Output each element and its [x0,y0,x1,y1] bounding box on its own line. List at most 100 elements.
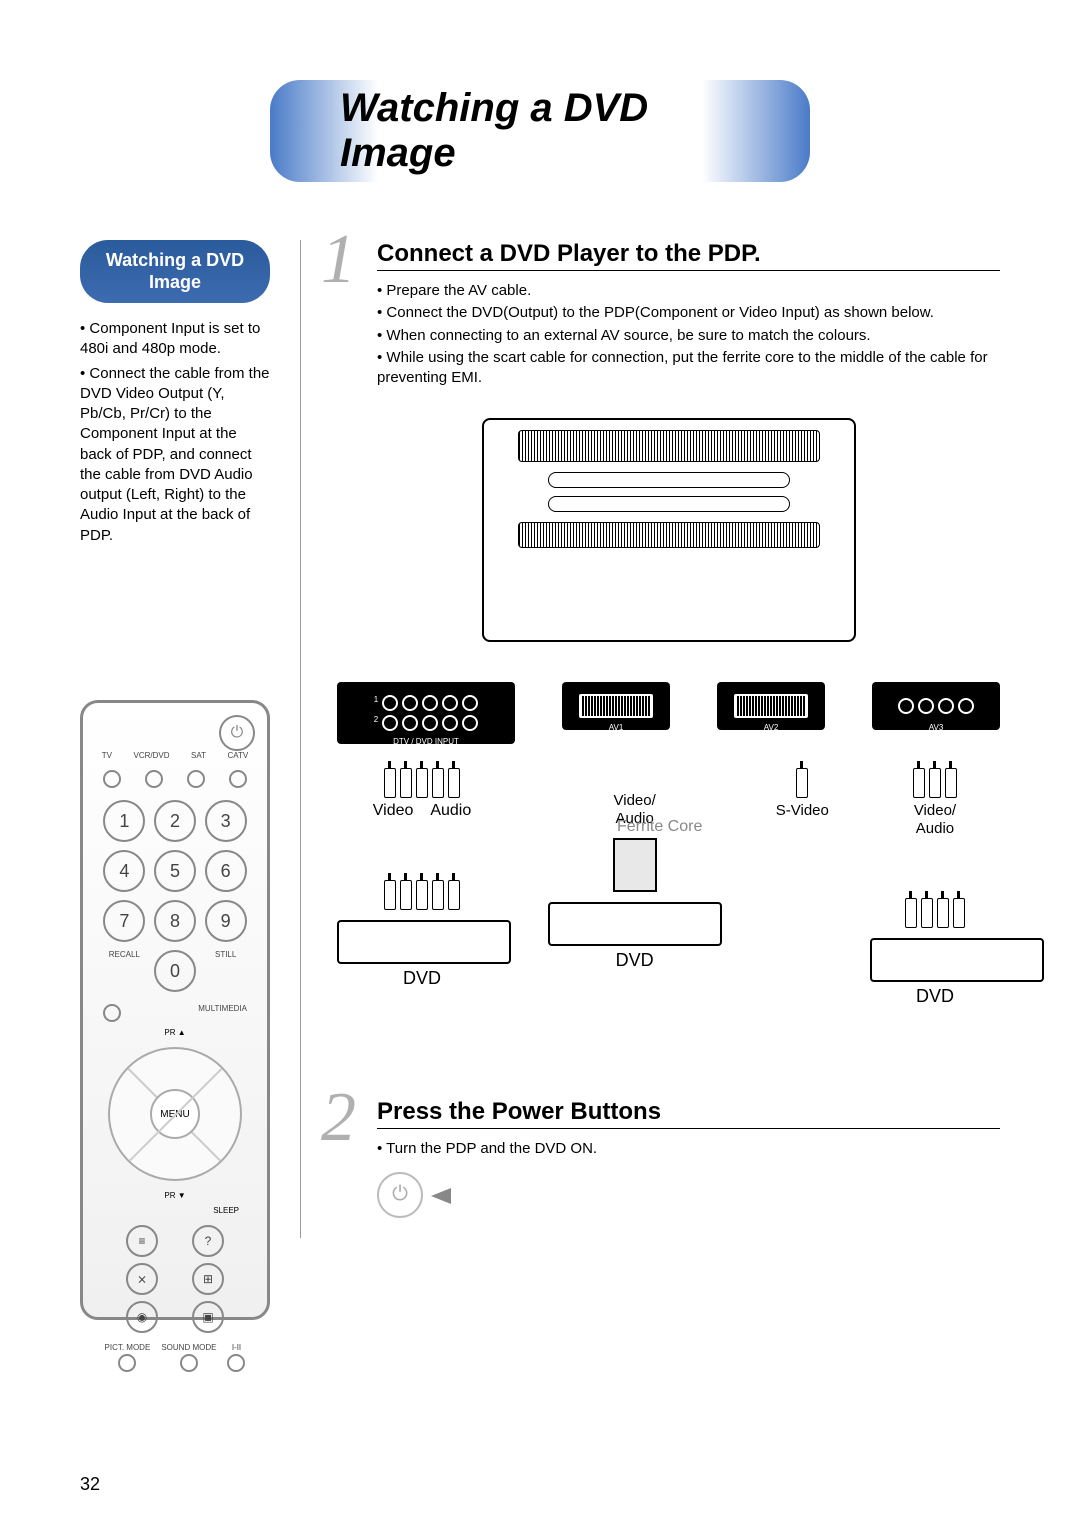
func-button[interactable]: ▣ [192,1301,224,1333]
sidebar-bullet: • Connect the cable from the DVD Video O… [80,364,270,546]
key-8[interactable]: 8 [154,900,196,942]
pict-mode-button[interactable] [118,1354,136,1372]
sleep-label: SLEEP [91,1206,259,1215]
dvd-player [337,920,511,964]
dvd-label: DVD [535,950,735,971]
pr-up-label: PR ▲ [91,1028,259,1037]
cable-group-component: Video Audio DVD [337,764,507,1007]
dvd-label: DVD [870,986,1000,1007]
panel-label: DTV / DVD INPUT [337,737,515,746]
recall-button[interactable] [103,1004,121,1022]
key-7[interactable]: 7 [103,900,145,942]
still-label: STILL [204,950,247,992]
scart-port [734,694,808,718]
sidebar-text: • Component Input is set to 480i and 480… [80,319,270,546]
step-heading: Press the Power Buttons [377,1098,1000,1129]
cable-label: Audio [430,802,471,819]
pict-mode-label: PICT. MODE [105,1343,151,1352]
step-heading: Connect a DVD Player to the PDP. [377,240,1000,271]
function-grid: ≡ ? ⨯ ⊞ ◉ ▣ [119,1225,231,1333]
connection-diagram: 1 2 DTV / DVD INPUT AV1 AV2 AV3 Video Au… [337,418,1000,1038]
key-9[interactable]: 9 [205,900,247,942]
func-button[interactable]: ? [192,1225,224,1257]
cable-group-av3: Video/ Audio DVD [870,764,1000,1007]
sound-mode-button[interactable] [180,1354,198,1372]
key-3[interactable]: 3 [205,800,247,842]
remote-control: ⏻ TV VCR/DVD SAT CATV 1 2 3 4 5 6 7 8 9 … [80,700,270,1320]
step-bullet: • Turn the PDP and the DVD ON. [377,1139,1000,1159]
i-ii-button[interactable] [227,1354,245,1372]
cable-row: Video Audio DVD Video/ Audio DVD S-Video… [337,764,1000,1007]
key-1[interactable]: 1 [103,800,145,842]
step-bullet: • While using the scart cable for connec… [377,348,1000,389]
mode-button[interactable] [229,770,247,788]
mode-button[interactable] [145,770,163,788]
mode-label: CATV [227,751,248,760]
key-4[interactable]: 4 [103,850,145,892]
pr-down-label: PR ▼ [91,1191,259,1200]
step-body: • Turn the PDP and the DVD ON. [377,1139,1000,1159]
cable-label: Video/ Audio [870,802,1000,838]
component-input-panel: 1 2 DTV / DVD INPUT [337,682,515,744]
recall-label: RECALL [103,950,146,992]
panel-label: AV2 [717,723,825,732]
pdp-grille [518,522,820,548]
ferrite-core-label: Ferrite Core [617,818,702,836]
multimedia-label: MULTIMEDIA [121,1004,247,1022]
step-2: 2 Press the Power Buttons • Turn the PDP… [327,1098,1000,1217]
row-label: 1 [374,695,378,711]
key-2[interactable]: 2 [154,800,196,842]
func-button[interactable]: ◉ [126,1301,158,1333]
row-label: 2 [374,715,378,731]
sidebar: Watching a DVD Image • Component Input i… [80,240,270,550]
mode-label: TV [102,751,112,760]
mode-label: VCR/DVD [133,751,169,760]
i-ii-label: I-II [227,1343,245,1352]
page-title: Watching a DVD Image [270,80,810,182]
pdp-grille [518,430,820,462]
mode-row [91,770,259,788]
step-number: 1 [321,220,356,300]
cable-group-svideo: S-Video [762,764,842,1007]
sidebar-pill: Watching a DVD Image [80,240,270,303]
sidebar-bullet: • Component Input is set to 480i and 480… [80,319,270,360]
page-number: 32 [80,1474,100,1495]
av2-panel: AV2 [717,682,825,730]
pdp-rear-panel [482,418,856,642]
step-1: 1 Connect a DVD Player to the PDP. • Pre… [327,240,1000,388]
mode-button[interactable] [187,770,205,788]
av1-panel: AV1 [562,682,670,730]
cable-label: S-Video [762,802,842,820]
dvd-player [870,938,1044,982]
step-bullet: • Connect the DVD(Output) to the PDP(Com… [377,303,1000,323]
panel-label: AV3 [872,723,1000,732]
dvd-player [548,902,722,946]
func-button[interactable]: ≡ [126,1225,158,1257]
mode-button[interactable] [103,770,121,788]
func-button[interactable]: ⨯ [126,1263,158,1295]
mode-label: SAT [191,751,206,760]
key-0[interactable]: 0 [154,950,196,992]
power-button[interactable]: ⏻ [219,715,255,751]
pdp-slot [548,472,790,488]
scart-cable [613,838,657,892]
step-bullet: • Prepare the AV cable. [377,281,1000,301]
menu-button[interactable]: MENU [150,1089,200,1139]
key-5[interactable]: 5 [154,850,196,892]
step-number: 2 [321,1078,356,1158]
func-button[interactable]: ⊞ [192,1263,224,1295]
cable-label: Video [373,802,414,819]
input-panel-row: 1 2 DTV / DVD INPUT AV1 AV2 AV3 [337,682,1000,744]
power-icon: ⏻ [377,1172,423,1218]
av3-panel: AV3 [872,682,1000,730]
pdp-slot [548,496,790,512]
step-body: • Prepare the AV cable. • Connect the DV… [377,281,1000,388]
cable-group-scart: Video/ Audio DVD [535,764,735,1007]
key-6[interactable]: 6 [205,850,247,892]
dvd-label: DVD [337,968,507,989]
step-bullet: • When connecting to an external AV sour… [377,326,1000,346]
dpad[interactable]: MENU [80,1019,270,1209]
sound-mode-label: SOUND MODE [161,1343,216,1352]
number-keypad: 1 2 3 4 5 6 7 8 9 RECALL 0 STILL [103,800,247,992]
mode-labels: TV VCR/DVD SAT CATV [91,751,259,760]
